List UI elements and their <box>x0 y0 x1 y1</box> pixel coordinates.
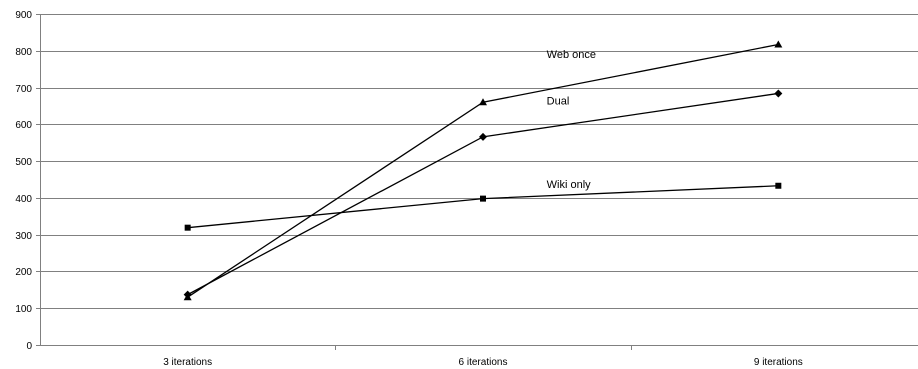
y-tick-label: 200 <box>15 267 32 278</box>
y-tick-label: 700 <box>15 84 32 95</box>
axes <box>40 14 918 346</box>
point-wiki-only <box>775 182 782 189</box>
x-axis-ticks: 3 iterations 6 iterations 9 iterations <box>163 345 803 368</box>
x-tick-label: 3 iterations <box>163 357 212 368</box>
point-dual <box>774 89 783 98</box>
y-tick-label: 900 <box>15 10 32 21</box>
series-label-dual: Dual <box>547 95 570 107</box>
series-line-web-once <box>187 43 779 298</box>
series-labels: Web once Dual Wiki only <box>547 49 596 191</box>
y-tick-label: 600 <box>15 120 32 131</box>
y-tick-label: 100 <box>15 304 32 315</box>
point-wiki-only <box>480 195 486 202</box>
series-label-wiki-only: Wiki only <box>547 179 592 191</box>
point-wiki-only <box>184 224 191 231</box>
x-tick-label: 9 iterations <box>754 357 803 368</box>
y-tick-label: 800 <box>15 47 32 58</box>
point-dual <box>479 132 487 141</box>
series-line-wiki-only <box>187 185 779 229</box>
series-label-web-once: Web once <box>547 49 596 61</box>
x-tick-label: 6 iterations <box>459 357 508 368</box>
grid-lines <box>40 14 918 309</box>
point-web-once <box>479 98 487 106</box>
y-tick-label: 500 <box>15 157 32 168</box>
series-line-dual <box>187 92 779 296</box>
point-dual <box>183 290 192 299</box>
series-group <box>183 40 783 301</box>
y-tick-label: 300 <box>15 231 32 242</box>
point-web-once <box>774 40 783 48</box>
y-tick-label: 0 <box>26 341 32 352</box>
y-tick-label: 400 <box>15 194 32 205</box>
y-axis-ticks: 0 100 200 300 400 500 600 700 800 900 <box>15 10 40 352</box>
